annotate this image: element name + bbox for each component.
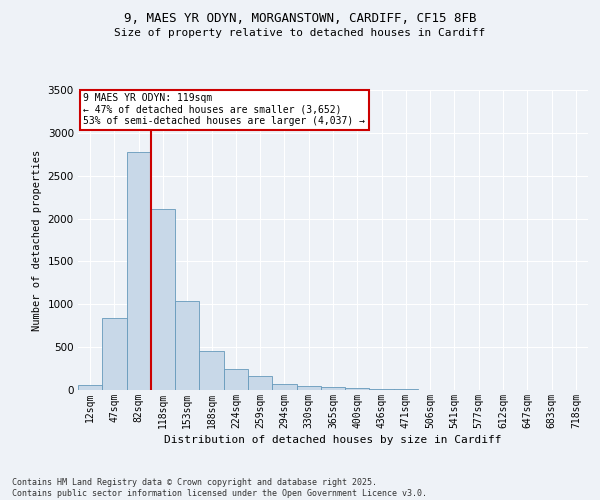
X-axis label: Distribution of detached houses by size in Cardiff: Distribution of detached houses by size …	[164, 435, 502, 445]
Text: 9, MAES YR ODYN, MORGANSTOWN, CARDIFF, CF15 8FB: 9, MAES YR ODYN, MORGANSTOWN, CARDIFF, C…	[124, 12, 476, 26]
Bar	[175, 301, 199, 390]
Text: Contains HM Land Registry data © Crown copyright and database right 2025.
Contai: Contains HM Land Registry data © Crown c…	[12, 478, 427, 498]
Bar	[394, 389, 418, 390]
Bar	[345, 388, 370, 390]
Bar	[272, 384, 296, 390]
Bar	[199, 350, 224, 390]
Bar	[296, 386, 321, 390]
Text: 9 MAES YR ODYN: 119sqm
← 47% of detached houses are smaller (3,652)
53% of semi-: 9 MAES YR ODYN: 119sqm ← 47% of detached…	[83, 93, 365, 126]
Y-axis label: Number of detached properties: Number of detached properties	[32, 150, 42, 330]
Bar	[370, 388, 394, 390]
Bar	[321, 387, 345, 390]
Bar	[78, 386, 102, 390]
Bar	[224, 368, 248, 390]
Bar	[127, 152, 151, 390]
Text: Size of property relative to detached houses in Cardiff: Size of property relative to detached ho…	[115, 28, 485, 38]
Bar	[151, 209, 175, 390]
Bar	[102, 318, 127, 390]
Bar	[248, 376, 272, 390]
